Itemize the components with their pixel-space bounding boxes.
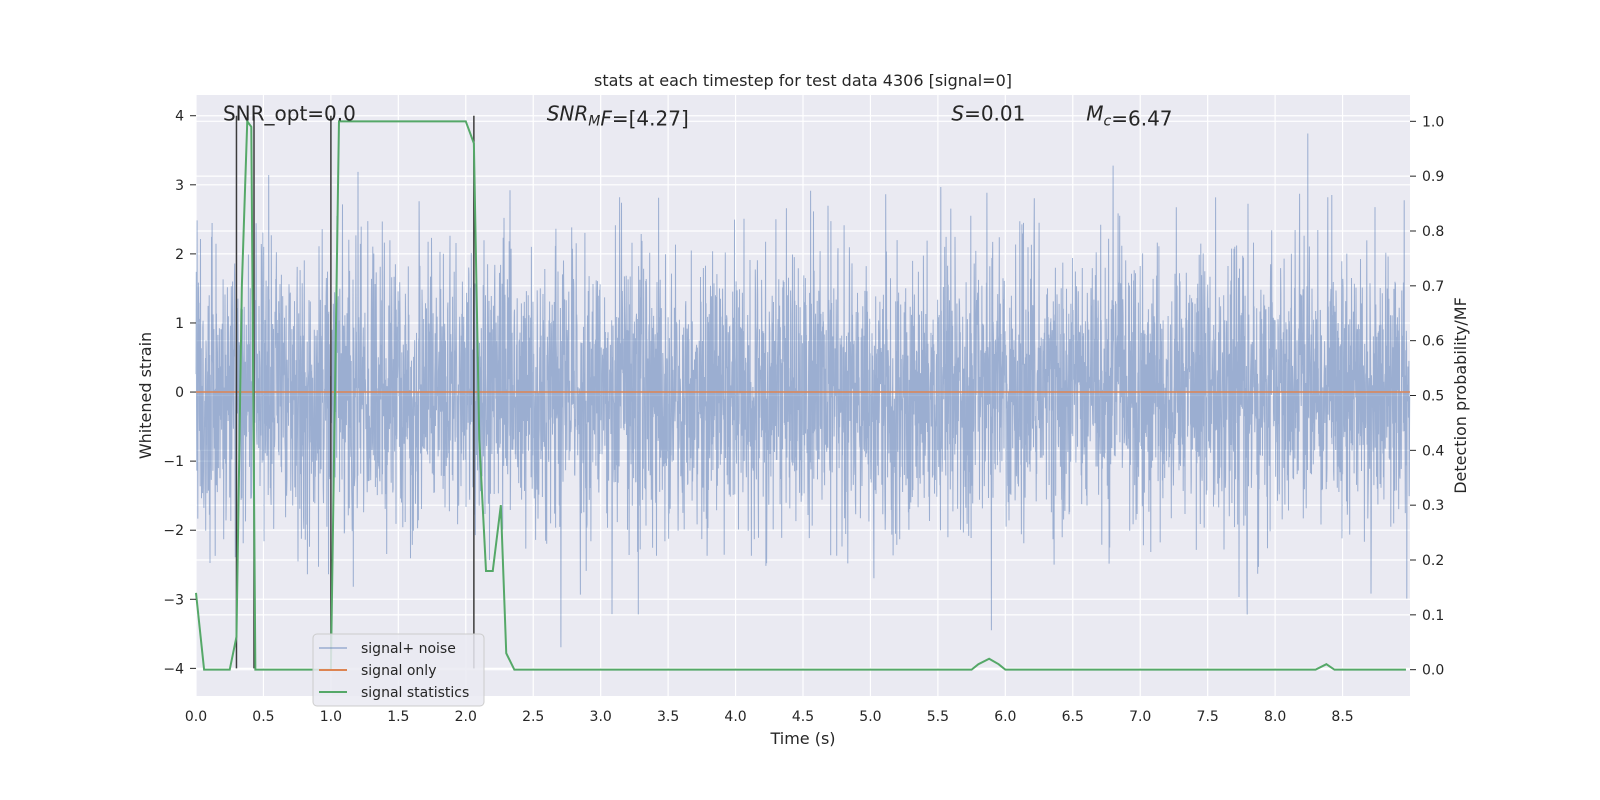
annotation-part: =[4.27] xyxy=(612,107,689,131)
x-tick-label: 7.0 xyxy=(1129,709,1151,725)
y2-tick-label: 0.7 xyxy=(1422,279,1444,295)
x-tick-label: 2.0 xyxy=(455,709,477,725)
signal-statistics-line xyxy=(195,118,1406,671)
legend-label: signal only xyxy=(361,663,436,679)
y-tick-label: −4 xyxy=(163,661,184,677)
y2-tick-label: 0.0 xyxy=(1422,663,1444,679)
y-tick-label: 4 xyxy=(175,109,184,125)
annotation-part: SNR_opt=0.0 xyxy=(223,102,356,126)
legend-label: signal statistics xyxy=(361,685,469,701)
y-axis-ticks: −4 −3 −2 −1 0 1 2 3 4 xyxy=(163,109,196,677)
y2-tick-label: 0.6 xyxy=(1422,334,1444,350)
annotation: Mc=6.47 xyxy=(1086,102,1172,131)
x-tick-label: 8.5 xyxy=(1331,709,1353,725)
chart-title: stats at each timestep for test data 430… xyxy=(594,71,1012,90)
x-tick-label: 4.5 xyxy=(792,709,814,725)
x-tick-label: 5.5 xyxy=(927,709,949,725)
x-tick-label: 5.0 xyxy=(859,709,881,725)
annotation-part: M xyxy=(588,114,600,130)
annotations: SNR_opt=0.0 SNRMF=[4.27] S=0.01 Mc=6.47 xyxy=(223,102,1173,131)
y-tick-label: 1 xyxy=(175,316,184,332)
noise-line xyxy=(195,133,1411,648)
annotation-part: c xyxy=(1104,114,1112,130)
annotation-part: F xyxy=(600,107,612,131)
x-tick-label: 2.5 xyxy=(522,709,544,725)
x-tick-label: 7.5 xyxy=(1197,709,1219,725)
x-tick-label: 4.0 xyxy=(724,709,746,725)
y-tick-label: 2 xyxy=(175,247,184,263)
x-tick-label: 3.0 xyxy=(590,709,612,725)
y2-tick-label: 0.5 xyxy=(1422,389,1444,405)
annotation-part: S xyxy=(951,102,964,126)
y2-tick-label: 0.4 xyxy=(1422,443,1444,459)
x-tick-label: 6.0 xyxy=(994,709,1016,725)
x-tick-label: 1.0 xyxy=(320,709,342,725)
annotation: SNR_opt=0.0 xyxy=(223,102,356,126)
x-axis-label: Time (s) xyxy=(769,729,835,748)
x-tick-label: 0.5 xyxy=(252,709,274,725)
y-axis-label: Whitened strain xyxy=(136,332,155,459)
y2-tick-label: 0.2 xyxy=(1422,553,1444,569)
annotation: S=0.01 xyxy=(951,102,1025,126)
annotation-part: =6.47 xyxy=(1111,107,1172,131)
series-signal-statistics xyxy=(195,118,1406,671)
y2-tick-label: 1.0 xyxy=(1422,114,1444,130)
y2-axis-label: Detection probability/MF xyxy=(1451,297,1470,494)
annotation-part: SNR xyxy=(547,102,589,126)
y2-axis-ticks: 0.0 0.1 0.2 0.3 0.4 0.5 0.6 0.7 0.8 0.9 1.0 xyxy=(1410,114,1444,679)
y-tick-label: −3 xyxy=(163,592,184,608)
x-tick-label: 0.0 xyxy=(185,709,207,725)
x-tick-label: 6.5 xyxy=(1062,709,1084,725)
y-tick-label: −2 xyxy=(163,523,184,539)
legend-label: signal+ noise xyxy=(361,641,456,657)
legend-box xyxy=(312,633,485,707)
y-tick-label: −1 xyxy=(163,454,184,470)
y2-tick-label: 0.9 xyxy=(1422,169,1444,185)
x-axis-ticks: 0.0 0.5 1.0 1.5 2.0 2.5 3.0 3.5 4.0 4.5 5.0 5.5 6.0 6… xyxy=(185,709,1354,725)
series-signal-plus-noise xyxy=(195,133,1411,648)
legend: signal+ noise signal only signal statistic… xyxy=(312,633,485,707)
x-tick-label: 8.0 xyxy=(1264,709,1286,725)
annotation-part: M xyxy=(1086,102,1103,126)
x-tick-label: 1.5 xyxy=(387,709,409,725)
annotation: SNRMF=[4.27] xyxy=(547,102,689,131)
x-tick-label: 3.5 xyxy=(657,709,679,725)
y2-tick-label: 0.8 xyxy=(1422,224,1444,240)
annotation-part: =0.01 xyxy=(964,102,1025,126)
y-tick-label: 0 xyxy=(175,385,184,401)
y-tick-label: 3 xyxy=(175,178,184,194)
y2-tick-label: 0.3 xyxy=(1422,498,1444,514)
y2-tick-label: 0.1 xyxy=(1422,608,1444,624)
